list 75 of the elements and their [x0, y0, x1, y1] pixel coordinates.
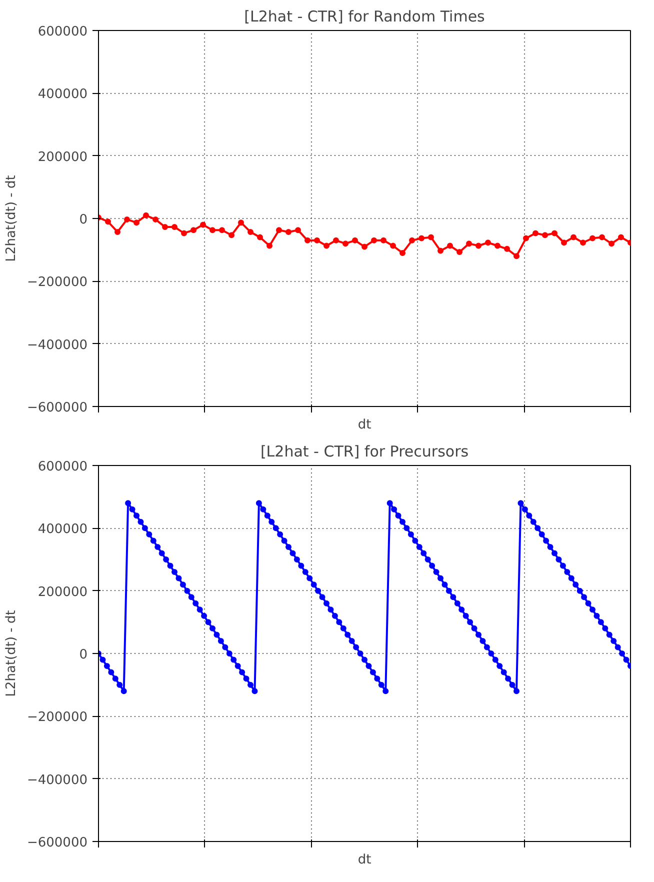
x-axis-title: dt — [358, 418, 372, 432]
point — [219, 227, 225, 234]
y-tick-label: 600000 — [38, 24, 88, 40]
y-tick-label: 200000 — [38, 150, 88, 165]
point — [276, 227, 282, 234]
y-tick-label: −400000 — [26, 772, 88, 788]
point — [523, 235, 529, 242]
point — [456, 249, 462, 256]
y-tick-label: 400000 — [38, 522, 88, 538]
point — [494, 242, 500, 249]
point — [608, 240, 614, 247]
point — [200, 222, 206, 228]
point — [304, 237, 310, 244]
point — [333, 237, 339, 244]
point — [286, 228, 292, 235]
point — [114, 228, 120, 235]
point — [105, 218, 111, 225]
point — [248, 228, 254, 235]
y-axis-title: L2hat(dt) - dt — [4, 175, 19, 262]
point — [418, 235, 424, 242]
y-tick-label: −200000 — [26, 275, 88, 290]
point — [295, 227, 301, 234]
point — [324, 242, 330, 249]
point — [362, 244, 368, 250]
point — [238, 220, 244, 226]
point — [476, 242, 482, 249]
point — [552, 230, 558, 236]
x-axis-title: dt — [358, 852, 372, 868]
point — [371, 237, 377, 244]
point — [428, 234, 434, 240]
y-tick-label: 600000 — [38, 460, 88, 474]
point — [210, 227, 216, 234]
y-tick-label: −400000 — [26, 338, 88, 353]
point — [134, 220, 140, 226]
point — [152, 216, 158, 222]
point — [400, 250, 406, 256]
point — [561, 240, 567, 246]
point — [580, 240, 586, 246]
point — [504, 246, 510, 252]
point — [172, 224, 178, 230]
point — [124, 216, 130, 222]
point — [409, 237, 415, 244]
point — [228, 232, 234, 238]
point — [599, 234, 605, 240]
point — [342, 240, 348, 247]
point — [314, 237, 320, 244]
point — [266, 242, 272, 249]
y-tick-label: 400000 — [38, 87, 88, 102]
y-tick-label: −600000 — [26, 400, 88, 416]
y-tick-label: −200000 — [26, 710, 88, 726]
point — [542, 232, 548, 238]
y-axis-title: L2hat(dt) - dt — [4, 610, 19, 697]
point — [190, 227, 196, 234]
y-tick-label: 0 — [79, 648, 88, 662]
point — [143, 212, 149, 218]
point — [390, 242, 396, 249]
point — [181, 230, 187, 236]
point — [352, 237, 358, 244]
point — [618, 234, 624, 240]
y-tick-label: −600000 — [26, 836, 88, 850]
point — [532, 230, 538, 236]
point — [162, 224, 168, 230]
point — [570, 234, 576, 240]
chart-title: [L2hat - CTR] for Precursors — [260, 442, 469, 460]
point — [438, 248, 444, 254]
point — [485, 240, 491, 246]
point — [447, 242, 453, 249]
chart-title: [L2hat - CTR] for Random Times — [244, 8, 486, 26]
point — [466, 240, 472, 247]
point — [514, 253, 520, 260]
point — [257, 234, 263, 240]
point — [380, 237, 386, 244]
point — [590, 235, 596, 242]
y-tick-label: 0 — [79, 212, 88, 228]
y-tick-label: 200000 — [38, 584, 88, 600]
